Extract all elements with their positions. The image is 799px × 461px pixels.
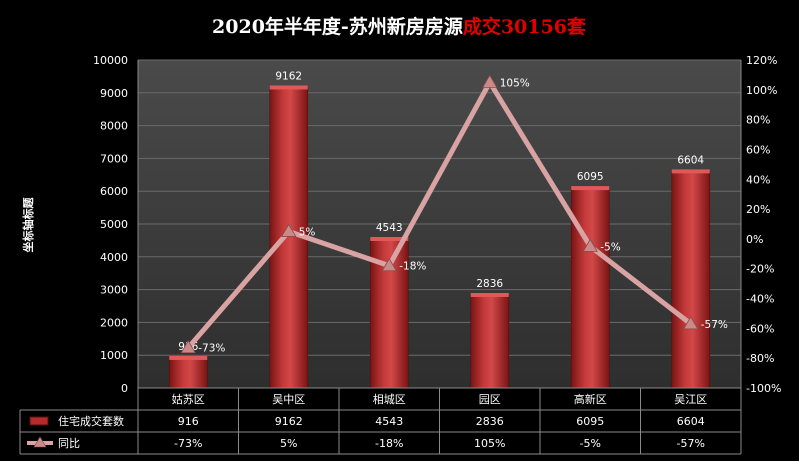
line-data-label: -18% [399, 261, 426, 273]
bar-cap [671, 169, 710, 174]
category-label: 姑苏区 [172, 393, 205, 406]
bar-data-label: 9162 [275, 70, 302, 82]
category-label: 园区 [479, 393, 501, 406]
line-data-label: -57% [701, 319, 728, 331]
bar-cap [470, 292, 509, 297]
right-tick-label: -100% [746, 382, 781, 395]
table-cell: 6095 [576, 415, 604, 428]
line-point [281, 223, 297, 237]
line-data-label: 105% [500, 77, 530, 89]
table-cell: 4543 [375, 415, 403, 428]
table-cell: 9162 [275, 415, 303, 428]
line-point [582, 238, 598, 252]
left-tick-label: 5000 [100, 218, 128, 231]
right-tick-label: -40% [746, 293, 774, 306]
line-point [180, 339, 196, 354]
line-path [186, 79, 693, 350]
series-name: 住宅成交套数 [58, 414, 124, 428]
right-tick-label: 120% [746, 54, 777, 67]
left-tick-label: 7000 [100, 152, 128, 165]
line-point [381, 257, 397, 272]
left-tick-label: 3000 [100, 284, 128, 297]
table-cell: 2836 [476, 415, 504, 428]
bar-cap [571, 186, 610, 191]
right-tick-label: 60% [746, 143, 770, 156]
left-tick-label: 6000 [100, 185, 128, 198]
right-tick-label: 100% [746, 84, 777, 97]
table-cell: 5% [280, 437, 297, 450]
right-tick-label: 40% [746, 173, 770, 186]
table-cell: 105% [474, 437, 505, 450]
line-data-label: -5% [600, 241, 620, 253]
bar [671, 171, 711, 389]
chart-title: 2020年半年度-苏州新房房源成交30156套 [212, 15, 587, 38]
legend-swatch-marker [33, 436, 47, 448]
table-cell: 6604 [677, 415, 705, 428]
category-label: 相城区 [373, 393, 406, 406]
right-axis: -100% -80% -60% -40% -20% 0% 20% 40% 60% 80% 100% 1… [746, 54, 781, 395]
line-point [683, 316, 699, 330]
bar [168, 357, 208, 389]
gridlines [137, 59, 742, 389]
legend-swatch-bar [29, 416, 49, 426]
right-tick-label: 20% [746, 203, 770, 216]
chart-title-highlight: 成交30156套 [463, 15, 587, 38]
table-cell: -73% [174, 437, 202, 450]
line-series: -73% 5% -18% 105% -5% -57% [180, 74, 728, 355]
bar [470, 294, 510, 389]
right-tick-label: -20% [746, 263, 774, 276]
table-cell: 916 [178, 415, 199, 428]
bar-data-label: 2836 [476, 278, 503, 290]
bar-cap [169, 355, 208, 360]
category-label: 吴中区 [272, 393, 305, 406]
right-tick-label: 80% [746, 114, 770, 127]
line-data-label: -73% [198, 343, 225, 355]
left-tick-label: 8000 [100, 120, 128, 133]
category-label: 高新区 [574, 392, 607, 406]
bar-cap [370, 236, 409, 241]
bar [570, 187, 610, 389]
right-tick-label: -60% [746, 322, 774, 335]
left-tick-label: 4000 [100, 251, 128, 264]
y-axis-title: 坐标轴标题 [21, 197, 35, 253]
left-tick-label: 9000 [100, 87, 128, 100]
bar-data-label: 6095 [577, 171, 604, 183]
series-name: 同比 [58, 437, 80, 450]
left-tick-label: 2000 [100, 316, 128, 329]
bar-cap [269, 85, 308, 90]
left-tick-label: 1000 [100, 349, 128, 362]
left-axis: 0 1000 2000 3000 4000 5000 6000 7000 8000 9000 100… [93, 54, 128, 395]
category-label: 吴江区 [674, 393, 707, 406]
left-tick-label: 10000 [93, 54, 128, 67]
chart-title-prefix: 2020年半年度-苏州新房房源 [212, 15, 463, 38]
table-cell: -57% [677, 437, 705, 450]
right-tick-label: 0% [746, 233, 763, 246]
table-cell: -5% [580, 437, 601, 450]
line-data-label: 5% [299, 226, 316, 238]
table-cell: -18% [375, 437, 403, 450]
line-point [482, 74, 498, 88]
bar-data-label: 4543 [376, 222, 403, 234]
left-tick-label: 0 [121, 382, 128, 395]
right-tick-label: -80% [746, 352, 774, 365]
bar-data-label: 6604 [677, 154, 704, 166]
